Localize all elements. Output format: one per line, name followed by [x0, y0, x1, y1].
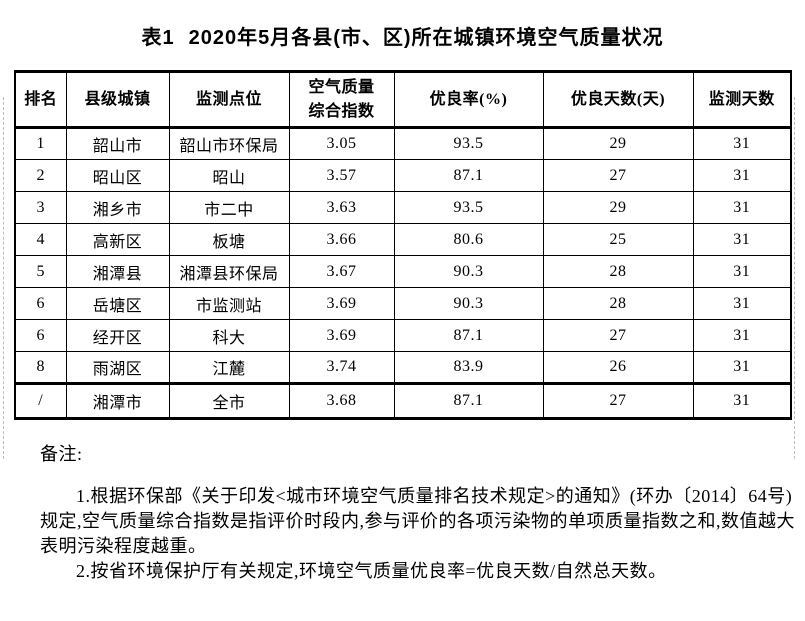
table-body: 1 韶山市 韶山市环保局 3.05 93.5 29 31 2 昭山区 昭山 3.57 87.1 27 31… [14, 127, 792, 419]
table-cell: 昭山 [168, 159, 290, 192]
table-cell: 31 [692, 382, 792, 419]
table-cell: 市二中 [168, 191, 290, 224]
table-cell: 全市 [168, 382, 290, 419]
table-row: 1 韶山市 韶山市环保局 3.05 93.5 29 31 [14, 127, 792, 160]
table-cell: 3.05 [288, 127, 395, 160]
table-cell: 28 [542, 287, 694, 320]
table-cell: 25 [542, 223, 694, 256]
table-cell: 3.63 [288, 191, 395, 224]
table-cell: 3.68 [288, 382, 395, 419]
table-cell: 高新区 [65, 223, 170, 256]
column-header: 优良天数(天) [542, 71, 694, 129]
table-cell: 31 [692, 159, 792, 192]
table-cell: 江麓 [168, 351, 290, 384]
table-cell: 31 [692, 351, 792, 384]
table-cell: 湘潭市 [65, 382, 170, 419]
table-cell: 31 [692, 319, 792, 352]
table-cell: 87.1 [393, 382, 544, 419]
table-row: 2 昭山区 昭山 3.57 87.1 27 31 [14, 159, 792, 192]
page-title: 表1 2020年5月各县(市、区)所在城镇环境空气质量状况 [0, 26, 805, 50]
column-header: 排名 [14, 71, 67, 129]
table-cell: 27 [542, 159, 694, 192]
table-cell: 湘乡市 [65, 191, 170, 224]
page-title-text: 2020年5月各县(市、区)所在城镇环境空气质量状况 [188, 27, 664, 49]
table-cell: 90.3 [393, 287, 544, 320]
table-cell: 90.3 [393, 255, 544, 288]
table-cell: 31 [692, 287, 792, 320]
table-cell: 雨湖区 [65, 351, 170, 384]
table-row: 5 湘潭县 湘潭县环保局 3.67 90.3 28 31 [14, 255, 792, 288]
notes-label: 备注: [40, 444, 83, 464]
notes-section: 备注: 1.根据环保部《关于印发<城市环境空气质量排名技术规定>的通知》(环办〔… [40, 442, 795, 584]
table-row: 8 雨湖区 江麓 3.74 83.9 26 31 [14, 351, 792, 384]
table-cell: 3.74 [288, 351, 395, 384]
text-boundary-right [794, 97, 795, 459]
table-cell: 3.69 [288, 287, 395, 320]
table-cell: 3.69 [288, 319, 395, 352]
table-cell: 83.9 [393, 351, 544, 384]
table-cell: 经开区 [65, 319, 170, 352]
table-cell: 4 [14, 223, 67, 256]
note-item-1: 1.根据环保部《关于印发<城市环境空气质量排名技术规定>的通知》(环办〔2014… [40, 486, 795, 556]
table-row: 4 高新区 板塘 3.66 80.6 25 31 [14, 223, 792, 256]
table-cell: 31 [692, 255, 792, 288]
table-cell: 3.67 [288, 255, 395, 288]
table-cell: 31 [692, 191, 792, 224]
table-cell: 87.1 [393, 159, 544, 192]
table-cell: 3.66 [288, 223, 395, 256]
table-cell: 5 [14, 255, 67, 288]
table-row: / 湘潭市 全市 3.68 87.1 27 31 [14, 382, 792, 419]
air-quality-table: 排名 县级城镇 监测点位 空气质量 综合指数 优良率(%) 优良天数(天) 监测天数 1 韶山… [14, 70, 792, 420]
table-cell: 科大 [168, 319, 290, 352]
column-header: 县级城镇 [65, 71, 170, 129]
table-cell: 93.5 [393, 191, 544, 224]
table-header-row: 排名 县级城镇 监测点位 空气质量 综合指数 优良率(%) 优良天数(天) 监测天数 [14, 71, 792, 129]
table-cell: 昭山区 [65, 159, 170, 192]
table-cell: 板塘 [168, 223, 290, 256]
table-cell: 26 [542, 351, 694, 384]
table-cell: 2 [14, 159, 67, 192]
table-cell: 27 [542, 382, 694, 419]
table-cell: 湘潭县环保局 [168, 255, 290, 288]
table-cell: 93.5 [393, 127, 544, 160]
table-cell: 8 [14, 351, 67, 384]
column-header: 监测天数 [692, 71, 792, 129]
table-cell: 岳塘区 [65, 287, 170, 320]
note-item-2: 2.按省环境保护厅有关规定,环境空气质量优良率=优良天数/自然总天数。 [76, 561, 667, 581]
table-cell: 29 [542, 127, 694, 160]
table-number-label: 表1 [141, 27, 175, 49]
text-boundary-left [3, 97, 4, 459]
table-cell: 87.1 [393, 319, 544, 352]
table-row: 6 经开区 科大 3.69 87.1 27 31 [14, 319, 792, 352]
table-cell: 31 [692, 223, 792, 256]
table-cell: 3 [14, 191, 67, 224]
table-cell: 6 [14, 319, 67, 352]
column-header: 监测点位 [168, 71, 290, 129]
table-cell: 28 [542, 255, 694, 288]
table-cell: 29 [542, 191, 694, 224]
table-cell: 市监测站 [168, 287, 290, 320]
table-row: 6 岳塘区 市监测站 3.69 90.3 28 31 [14, 287, 792, 320]
table-row: 3 湘乡市 市二中 3.63 93.5 29 31 [14, 191, 792, 224]
table-cell: / [14, 382, 67, 419]
table-cell: 27 [542, 319, 694, 352]
column-header: 空气质量 综合指数 [288, 71, 395, 129]
table-cell: 6 [14, 287, 67, 320]
column-header: 优良率(%) [393, 71, 544, 129]
table-cell: 湘潭县 [65, 255, 170, 288]
table-cell: 3.57 [288, 159, 395, 192]
table-cell: 80.6 [393, 223, 544, 256]
table-cell: 31 [692, 127, 792, 160]
table-cell: 韶山市环保局 [168, 127, 290, 160]
table-cell: 韶山市 [65, 127, 170, 160]
table-cell: 1 [14, 127, 67, 160]
